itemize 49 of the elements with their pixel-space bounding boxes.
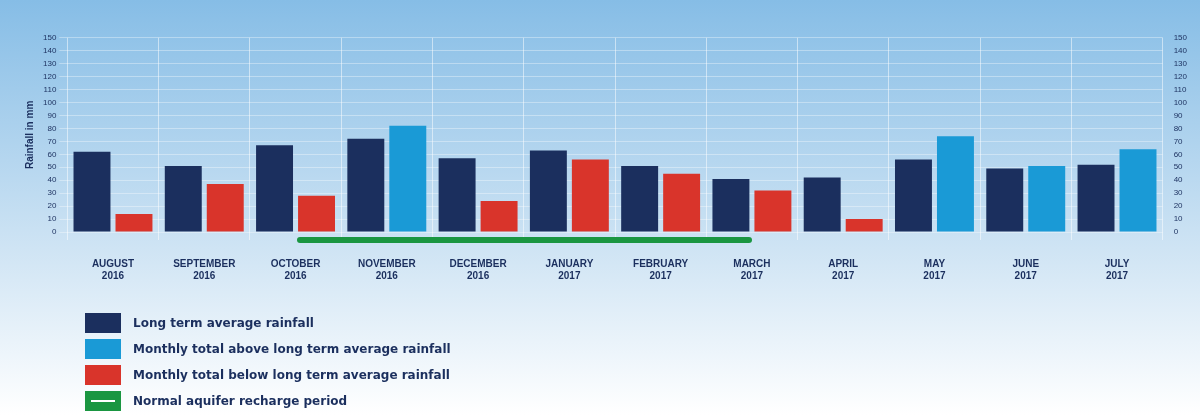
legend-label: Monthly total below long term average rainfall [133, 368, 450, 382]
y-tick-label: 90 [47, 110, 57, 120]
y2-tick-label: 150 [1173, 33, 1188, 42]
y-tick-label: 40 [47, 175, 57, 185]
y-tick-label: 20 [47, 201, 57, 211]
x-tick-label: SEPTEMBER 2016 [173, 257, 237, 281]
y-tick-label: 130 [42, 58, 57, 68]
y2-tick-label: 90 [1173, 110, 1184, 120]
y2-tick-label: 60 [1173, 149, 1184, 159]
y-tick-label: 150 [42, 33, 57, 42]
y2-tick-label: 40 [1173, 175, 1184, 185]
y2-tick-label: 80 [1173, 123, 1184, 133]
y-tick-label: 70 [47, 136, 57, 146]
y2-tick-label: 20 [1173, 201, 1184, 211]
y-tick-label: 30 [47, 188, 57, 198]
x-tick-label: JANUARY 2017 [545, 257, 594, 281]
y-tick-label: 110 [43, 84, 57, 94]
x-tick-label: JULY 2017 [1104, 257, 1130, 281]
y2-tick-label: 100 [1173, 97, 1188, 107]
y-tick-label: 60 [47, 149, 57, 159]
text: Normal aquifer recharge period [133, 394, 348, 408]
x-tick-label: FEBRUARY 2017 [633, 257, 689, 281]
y2-tick-label: 140 [1173, 45, 1188, 55]
x-tick-label: AUGUST 2016 [91, 257, 135, 281]
x-tick-label: OCTOBER 2016 [270, 257, 322, 281]
y-tick-label: 0 [51, 227, 57, 237]
x-tick-label: MAY 2017 [923, 257, 947, 281]
y-tick-label: 120 [42, 71, 57, 81]
x-tick-label: MARCH 2017 [733, 257, 771, 281]
y2-tick-label: 0 [1173, 227, 1179, 237]
y-tick-label: 80 [47, 123, 57, 133]
y2-tick-label: 50 [1173, 162, 1184, 172]
y-axis-title: Rainfall in mm [23, 100, 35, 170]
x-tick-label: DECEMBER 2016 [449, 257, 508, 281]
y2-tick-label: 10 [1173, 214, 1184, 224]
legend-label: Monthly total above long term average rainfall [133, 342, 451, 356]
x-tick-label: NOVEMBER 2016 [357, 257, 417, 281]
x-tick-label: APRIL 2017 [828, 257, 859, 281]
y2-tick-label: 120 [1173, 71, 1188, 81]
x-tick-label: JUNE 2017 [1012, 257, 1040, 281]
y2-tick-label: 30 [1173, 188, 1184, 198]
y2-tick-label: 110 [1173, 84, 1187, 94]
y2-tick-label: 70 [1173, 136, 1184, 146]
y2-tick-label: 130 [1173, 58, 1188, 68]
y-tick-label: 140 [42, 45, 57, 55]
y-tick-label: 10 [47, 214, 57, 224]
legend-label: Long term average rainfall [133, 316, 314, 330]
y-tick-label: 100 [42, 97, 57, 107]
y-tick-label: 50 [47, 162, 57, 172]
